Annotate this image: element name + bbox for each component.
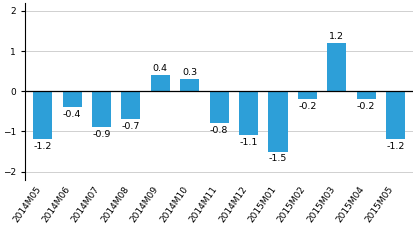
- Text: 0.4: 0.4: [153, 64, 168, 73]
- Text: -0.7: -0.7: [122, 122, 140, 131]
- Text: -0.9: -0.9: [92, 130, 111, 139]
- Bar: [268, 91, 287, 152]
- Text: 1.2: 1.2: [329, 32, 344, 41]
- Bar: [357, 91, 376, 99]
- Text: -1.1: -1.1: [239, 138, 258, 147]
- Bar: [180, 79, 199, 91]
- Text: -0.2: -0.2: [298, 102, 317, 111]
- Bar: [298, 91, 317, 99]
- Bar: [151, 75, 170, 91]
- Text: -1.2: -1.2: [386, 142, 405, 151]
- Text: -0.4: -0.4: [63, 110, 81, 119]
- Text: -0.2: -0.2: [357, 102, 375, 111]
- Bar: [386, 91, 405, 139]
- Text: -0.8: -0.8: [210, 126, 228, 135]
- Text: -1.5: -1.5: [269, 154, 287, 163]
- Bar: [62, 91, 82, 107]
- Bar: [92, 91, 111, 127]
- Bar: [239, 91, 258, 136]
- Bar: [210, 91, 229, 123]
- Text: 0.3: 0.3: [182, 68, 197, 77]
- Bar: [327, 43, 347, 91]
- Bar: [121, 91, 141, 119]
- Text: -1.2: -1.2: [34, 142, 52, 151]
- Bar: [33, 91, 52, 139]
